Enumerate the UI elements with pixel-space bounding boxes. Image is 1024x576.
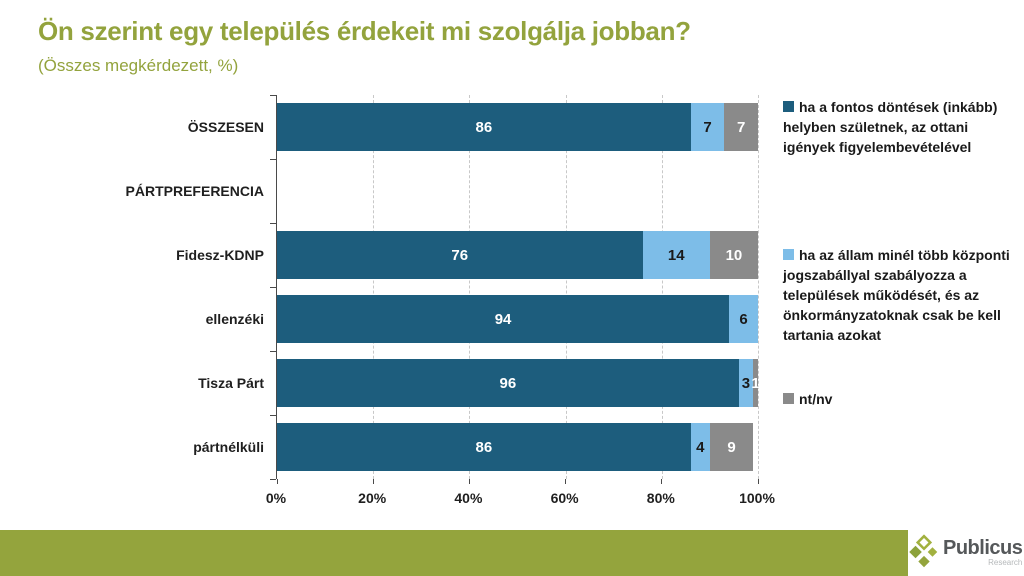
publicus-logo: Publicus Research — [908, 528, 1024, 576]
bar-segment: 10 — [709, 231, 758, 279]
x-tick-label: 60% — [550, 490, 579, 506]
bar-segment: 6 — [729, 295, 758, 343]
brand-text: Publicus Research — [943, 536, 1023, 567]
bar-segment: 1 — [751, 359, 760, 407]
diamond-logo-icon — [909, 534, 938, 568]
gridline — [661, 95, 663, 479]
y-axis-tick — [270, 222, 276, 224]
gridline — [565, 95, 567, 479]
x-axis-tick — [661, 479, 663, 484]
x-tick-label: 40% — [454, 490, 483, 506]
x-axis-tick — [565, 479, 567, 484]
legend-swatch-icon — [783, 101, 794, 112]
x-tick-label: 20% — [358, 490, 387, 506]
category-label: Fidesz-KDNP — [176, 247, 264, 263]
gridline — [758, 95, 759, 479]
bar-chart-plot: 86 7 7 76 14 10 94 6 96 3 1 86 4 9 — [270, 94, 760, 484]
bar-segment: 4 — [690, 423, 710, 471]
gridline — [373, 95, 375, 479]
x-tick-label: 80% — [646, 490, 675, 506]
category-label: PÁRTPREFERENCIA — [125, 183, 264, 199]
category-label: pártnélküli — [193, 439, 264, 455]
bar-segment: 86 — [277, 423, 691, 471]
legend-label: ha az állam minél több központi jogszabá… — [783, 247, 1010, 343]
x-axis-tick — [276, 479, 278, 484]
y-axis-tick — [270, 350, 276, 352]
brand-subtitle: Research — [988, 557, 1023, 567]
bar-segment: 9 — [709, 423, 754, 471]
category-label: ÖSSZESEN — [187, 119, 264, 135]
x-tick-label: 100% — [739, 490, 775, 506]
x-axis-tick — [372, 479, 374, 484]
gridline — [469, 95, 471, 479]
bar-row: 94 6 — [277, 295, 758, 343]
legend-item: ha a fontos döntések (inkább) helyben sz… — [783, 97, 1021, 157]
y-axis-tick — [270, 158, 276, 160]
x-axis-tick — [468, 479, 470, 484]
category-label: ellenzéki — [205, 311, 264, 327]
legend-label: nt/nv — [799, 391, 833, 407]
bar-row: 96 3 1 — [277, 359, 760, 407]
y-axis-tick — [270, 414, 276, 416]
chart-title: Ön szerint egy település érdekeit mi szo… — [38, 16, 691, 46]
y-axis-tick — [270, 478, 276, 480]
bar-row: 86 7 7 — [277, 103, 758, 151]
bar-segment: 86 — [277, 103, 691, 151]
y-axis-tick — [270, 286, 276, 288]
bar-row: 86 4 9 — [277, 423, 758, 471]
legend-label: ha a fontos döntések (inkább) helyben sz… — [783, 99, 998, 155]
x-tick-label: 0% — [265, 490, 287, 506]
y-axis-tick — [270, 94, 276, 96]
bar-segment: 7 — [690, 103, 725, 151]
bar-segment: 7 — [724, 103, 758, 151]
bar-segment: 96 — [277, 359, 739, 407]
bar-segment: 3 — [738, 359, 754, 407]
bar-segment: 94 — [277, 295, 730, 343]
chart-subtitle: (Összes megkérdezett, %) — [38, 56, 239, 75]
category-label: Tisza Párt — [198, 375, 264, 391]
x-axis-tick — [757, 479, 759, 484]
legend-item: ha az állam minél több központi jogszabá… — [783, 245, 1021, 345]
bar-segment: 14 — [642, 231, 710, 279]
legend-swatch-icon — [783, 249, 794, 260]
bar-row: 76 14 10 — [277, 231, 758, 279]
legend-swatch-icon — [783, 393, 794, 404]
bar-segment: 76 — [277, 231, 643, 279]
legend-item: nt/nv — [783, 389, 1021, 409]
footer-accent-bar — [0, 530, 912, 576]
brand-name: Publicus — [943, 536, 1023, 559]
